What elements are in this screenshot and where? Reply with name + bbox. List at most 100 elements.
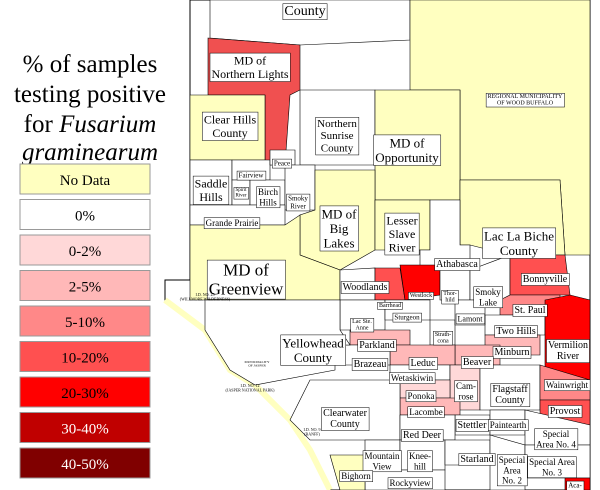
label-box (521, 273, 570, 286)
legend-swatch (19, 199, 151, 230)
label-box (209, 52, 291, 82)
label-box (350, 318, 375, 333)
county-label-group: Paintearth (488, 419, 529, 431)
county-label: Slave (389, 227, 416, 241)
county-label: River (235, 194, 246, 199)
label-box (340, 281, 390, 294)
county-label: Area No. 4 (536, 439, 576, 449)
county-label: Lakes (323, 236, 354, 251)
label-box (441, 290, 459, 305)
county-label-group: Lac Ste.Anne (350, 318, 375, 333)
county-label: Lamont (458, 314, 484, 323)
county-label-group: Woodlands (340, 281, 390, 294)
county-label: Wainwright (546, 380, 589, 390)
legend-title: for Fusarium (24, 111, 157, 138)
county-label-group: I.D. NO. 9(BANFF) (304, 427, 321, 436)
label-box (319, 205, 359, 252)
label-box (434, 258, 481, 271)
county-label: MD of (234, 54, 266, 68)
county-label-group: Grande Prairie (203, 217, 261, 229)
county-label: Spirit (235, 188, 247, 193)
county-label-group: Ponoka (405, 390, 437, 402)
county-label: Birch (258, 187, 278, 197)
label-box (315, 117, 360, 156)
label-box (351, 358, 389, 371)
county-label: MUNICIPALITY (245, 360, 270, 364)
county-label: County (321, 142, 354, 154)
county-label: Parkland (359, 340, 395, 351)
label-box (339, 470, 373, 482)
county-label: County (284, 4, 325, 19)
county-label-group: Wainwright (544, 379, 591, 391)
county-label-group: Minburn (492, 346, 532, 359)
county (209, 0, 411, 46)
label-box (488, 419, 529, 431)
county-label: River (290, 202, 306, 210)
county-label: I.D. NO. 9 (304, 427, 321, 432)
label-box (202, 111, 259, 141)
county-label: Westlock (410, 293, 432, 299)
county-label: Peace (274, 160, 290, 168)
county-label: (JASPER NATIONAL PARK) (225, 388, 275, 393)
county-label-group: Bighorn (339, 470, 373, 482)
county-label: Aca- (568, 482, 582, 490)
label-box (458, 453, 496, 466)
county-label: Greenview (209, 280, 284, 299)
county-label-group: Beaver (461, 356, 494, 369)
county-label: Northern Lights (212, 67, 289, 81)
county-label: St. Paul (514, 305, 545, 316)
label-box (482, 227, 556, 259)
county-label: Smoky (475, 287, 501, 297)
label-box (473, 286, 503, 309)
label-box (206, 259, 286, 300)
county-label: No. 3 (542, 467, 562, 477)
county-label-group: Barrhead (377, 302, 403, 310)
county-label: Yellowhead (282, 335, 344, 350)
county-label: County (294, 350, 333, 365)
county-label-group: Red Deer (401, 429, 444, 442)
label-box (534, 428, 579, 451)
county-label: Lacombe (409, 407, 442, 417)
county-label: River (557, 351, 580, 362)
label-box (373, 134, 442, 166)
county-label: Mountain (365, 451, 400, 461)
legend-label: 0% (75, 209, 95, 225)
legend-label: No Data (60, 173, 111, 189)
county-label-group: Provost (547, 405, 583, 418)
county-label: Barrhead (379, 303, 401, 309)
county-label: (BANFF) (304, 432, 320, 437)
county-label: Beaver (463, 357, 492, 368)
legend-label: 0-2% (69, 244, 102, 260)
legend-swatch (19, 341, 151, 372)
county-label: Paintearth (490, 420, 527, 430)
county-label: Fairview (239, 172, 265, 180)
county-label: Cam- (456, 381, 476, 391)
county-label: Wetaskiwin (391, 373, 434, 383)
county-label: Two Hills (496, 326, 536, 337)
label-box (282, 3, 328, 20)
label-box (203, 217, 261, 229)
label-box (357, 339, 397, 352)
label-box (492, 346, 532, 359)
label-box (408, 292, 434, 300)
county-label-group: County (282, 3, 328, 20)
county-label-group: Rockyview (387, 477, 433, 489)
county-label: Provost (550, 406, 581, 417)
county-label: County (212, 126, 247, 140)
county-label-group: Athabasca (434, 258, 481, 271)
legend-title: % of samples (23, 51, 158, 78)
county-label: Sunrise (321, 130, 354, 142)
